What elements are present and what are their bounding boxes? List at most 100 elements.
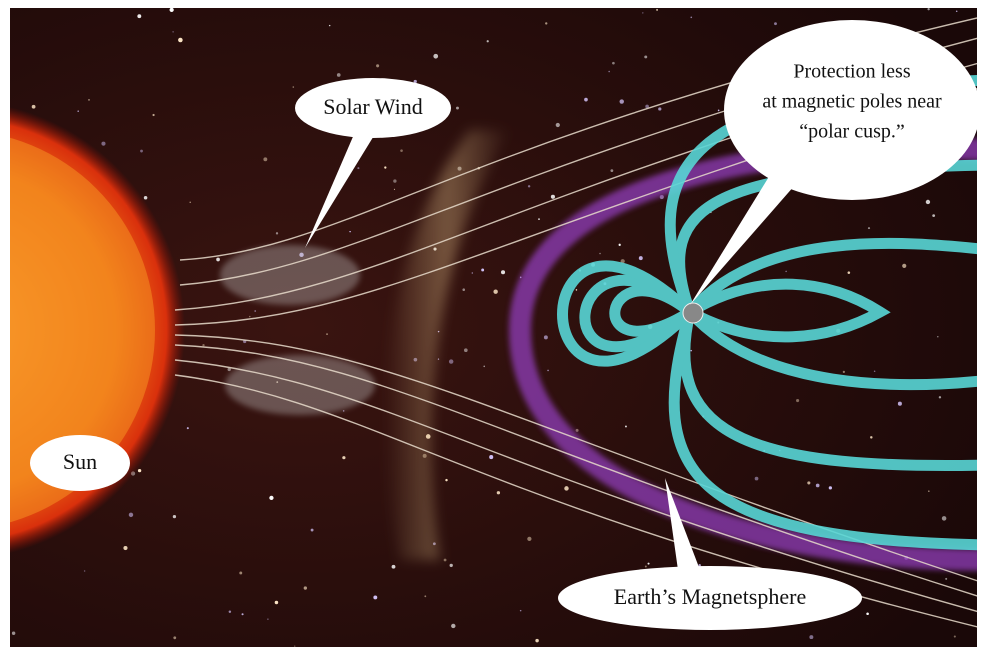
star bbox=[608, 70, 610, 73]
star bbox=[393, 179, 397, 183]
star bbox=[449, 563, 453, 568]
label: Sun bbox=[63, 449, 97, 474]
star bbox=[342, 410, 345, 412]
label-line: “polar cusp.” bbox=[799, 121, 905, 143]
star bbox=[486, 40, 489, 43]
star bbox=[610, 169, 614, 173]
star bbox=[228, 610, 232, 614]
label: Solar Wind bbox=[323, 94, 423, 119]
field-lines bbox=[557, 75, 977, 551]
star bbox=[254, 310, 256, 312]
label-line: at magnetic poles near bbox=[762, 91, 942, 113]
star bbox=[690, 16, 693, 19]
star bbox=[384, 166, 387, 169]
star bbox=[445, 478, 448, 482]
star bbox=[550, 194, 555, 199]
star bbox=[690, 349, 693, 352]
sun-core bbox=[10, 137, 155, 523]
star bbox=[173, 636, 177, 640]
star bbox=[527, 536, 532, 541]
star bbox=[774, 22, 777, 26]
star bbox=[925, 199, 931, 205]
callout-solar-wind: Solar Wind bbox=[295, 78, 451, 248]
star bbox=[189, 201, 191, 203]
star bbox=[575, 289, 578, 291]
star bbox=[842, 370, 845, 374]
star bbox=[538, 218, 540, 220]
star bbox=[328, 24, 331, 27]
star bbox=[644, 55, 648, 59]
plasma-cloud bbox=[220, 245, 360, 305]
star bbox=[123, 545, 128, 551]
star bbox=[216, 257, 220, 262]
star bbox=[481, 268, 485, 272]
star bbox=[178, 37, 183, 43]
star bbox=[140, 149, 143, 153]
star bbox=[897, 401, 902, 406]
star bbox=[349, 230, 351, 233]
star bbox=[310, 528, 314, 532]
star bbox=[376, 64, 380, 68]
star bbox=[754, 476, 759, 481]
callout-polar-cusp: Protection less at magnetic poles near “… bbox=[690, 20, 980, 305]
star bbox=[938, 396, 942, 399]
star bbox=[698, 564, 701, 567]
star bbox=[437, 358, 440, 360]
star bbox=[489, 455, 494, 460]
star bbox=[101, 141, 106, 146]
label: Earth’s Magnetsphere bbox=[614, 584, 806, 609]
star bbox=[535, 638, 539, 643]
star bbox=[393, 188, 396, 190]
star bbox=[796, 398, 800, 403]
star bbox=[88, 99, 90, 101]
star bbox=[547, 369, 549, 372]
star bbox=[555, 122, 560, 128]
star bbox=[584, 97, 588, 102]
star bbox=[274, 600, 279, 605]
star bbox=[902, 263, 907, 268]
star bbox=[443, 558, 447, 562]
star bbox=[642, 12, 644, 14]
star bbox=[342, 456, 346, 460]
star bbox=[239, 571, 243, 575]
star bbox=[658, 107, 662, 111]
star bbox=[471, 272, 473, 274]
star bbox=[612, 61, 615, 65]
star bbox=[456, 106, 459, 110]
star bbox=[483, 365, 486, 368]
callout-sun: Sun bbox=[30, 435, 130, 491]
star bbox=[717, 109, 720, 112]
star bbox=[241, 613, 244, 616]
star bbox=[143, 196, 148, 200]
star bbox=[545, 22, 548, 25]
star bbox=[955, 10, 958, 13]
star bbox=[186, 427, 189, 430]
star bbox=[433, 53, 439, 59]
star bbox=[870, 436, 873, 439]
star bbox=[326, 333, 328, 335]
star bbox=[493, 289, 498, 294]
star bbox=[656, 8, 659, 11]
star bbox=[269, 495, 274, 501]
star bbox=[424, 595, 427, 598]
star bbox=[172, 31, 174, 33]
star bbox=[866, 612, 869, 616]
star bbox=[496, 491, 501, 495]
star bbox=[83, 570, 86, 572]
star bbox=[564, 486, 569, 491]
earth bbox=[682, 302, 704, 324]
label-line: Protection less bbox=[793, 61, 910, 83]
star bbox=[828, 486, 832, 490]
star bbox=[953, 635, 956, 638]
star bbox=[357, 167, 360, 170]
star bbox=[527, 185, 531, 188]
star bbox=[932, 214, 936, 218]
star bbox=[448, 359, 454, 364]
star bbox=[152, 113, 155, 117]
star bbox=[500, 270, 506, 275]
star bbox=[263, 157, 268, 162]
star bbox=[809, 635, 814, 640]
star bbox=[937, 336, 939, 338]
star bbox=[227, 367, 231, 372]
star bbox=[464, 348, 468, 353]
